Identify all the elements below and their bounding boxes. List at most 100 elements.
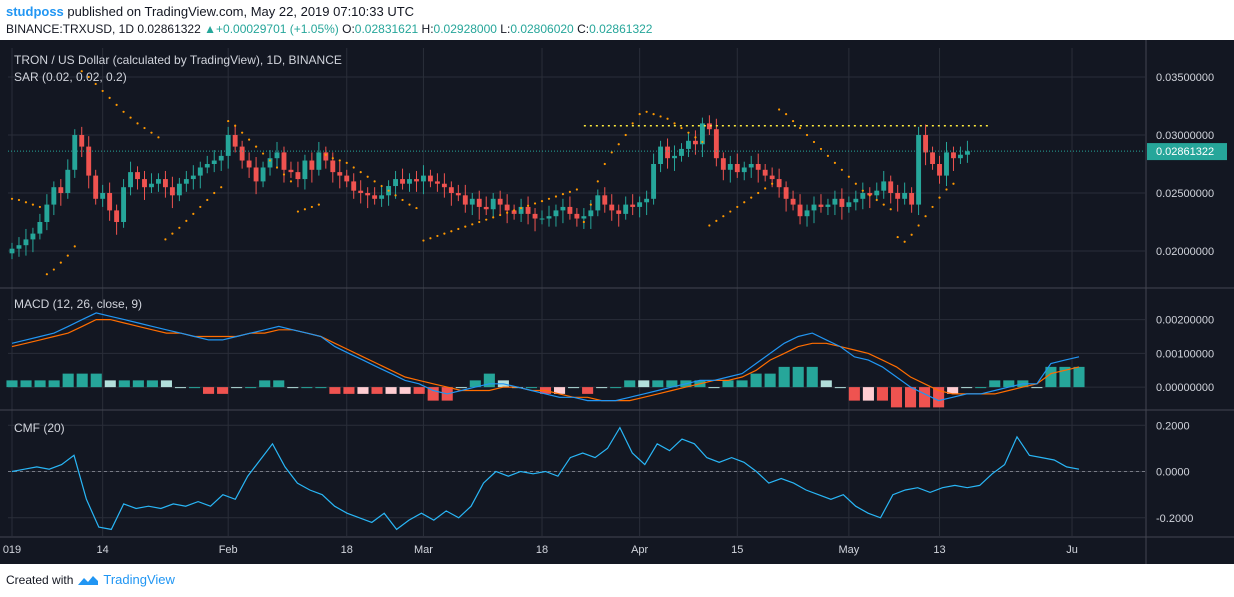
sar-dot-132: [931, 206, 933, 208]
sar-dot-77: [548, 198, 550, 200]
sar-dot-63: [450, 230, 452, 232]
sar-dot-61: [436, 235, 438, 237]
sar-dot-89: [632, 122, 634, 124]
footer: Created with TradingView: [6, 572, 175, 587]
candle-body-12: [93, 176, 98, 199]
candle-body-102: [721, 158, 726, 170]
candle-body-131: [923, 135, 928, 152]
candle-body-75: [533, 214, 538, 219]
macd-hist-bar-14: [203, 387, 214, 394]
sar-dot-80: [569, 191, 571, 193]
candle-body-40: [289, 170, 294, 172]
sar-dot-55: [394, 194, 396, 196]
sar-dot-81: [576, 188, 578, 190]
candle-body-77: [547, 216, 552, 218]
macd-hist-bar-19: [273, 380, 284, 387]
candle-body-111: [784, 187, 789, 199]
candle-body-61: [435, 181, 440, 183]
sar-dot-111: [785, 113, 787, 115]
time-axis-label-8: May: [838, 544, 859, 556]
sar-dot-23: [171, 233, 173, 235]
candle-body-27: [198, 167, 203, 175]
macd-title: MACD (12, 26, close, 9): [14, 297, 142, 311]
candle-body-5: [44, 205, 49, 222]
sar-dot-49: [353, 166, 355, 168]
candle-body-132: [930, 152, 935, 164]
candle-body-113: [798, 205, 803, 217]
macd-hist-bar-8: [119, 380, 130, 387]
candle-body-110: [777, 179, 782, 187]
candle-body-76: [540, 219, 545, 220]
candle-body-129: [909, 193, 914, 205]
sar-dot-65: [464, 226, 466, 228]
sar-dot-25: [185, 220, 187, 222]
candle-body-137: [965, 151, 970, 154]
sar-dot-18: [136, 122, 138, 124]
candle-body-87: [616, 210, 621, 213]
candle-body-42: [302, 161, 307, 180]
sar-dot-62: [443, 233, 445, 235]
candle-body-114: [805, 210, 810, 216]
sar-dot-110: [778, 108, 780, 110]
sar-dot-21: [157, 136, 159, 138]
candle-body-3: [30, 234, 35, 240]
candle-body-106: [749, 164, 754, 167]
candle-body-117: [826, 205, 831, 207]
cmf-axis-label-0: -0.2000: [1156, 513, 1193, 525]
macd-hist-bar-29: [414, 387, 425, 394]
sar-dot-95: [673, 122, 675, 124]
sar-dot-59: [422, 239, 424, 241]
macd-axis-label-2: 0.00200000: [1156, 315, 1214, 327]
macd-hist-bar-1: [20, 380, 31, 387]
candle-body-115: [812, 205, 817, 211]
candle-body-2: [24, 239, 29, 245]
macd-hist-bar-23: [329, 387, 340, 394]
sar-dot-19: [143, 127, 145, 129]
price-axis-label-2: 0.03000000: [1156, 130, 1214, 142]
sar-dot-124: [876, 199, 878, 201]
macd-hist-bar-69: [975, 387, 986, 388]
time-axis-label-6: Apr: [631, 544, 648, 556]
macd-hist-bar-15: [217, 387, 228, 394]
sar-dot-79: [562, 193, 564, 195]
candle-body-23: [170, 187, 175, 195]
sar-dot-47: [339, 159, 341, 161]
candle-body-16: [121, 187, 126, 222]
candle-body-93: [658, 147, 663, 164]
candle-body-22: [163, 179, 168, 187]
macd-hist-bar-53: [751, 374, 762, 388]
created-with-label: Created with: [6, 573, 73, 587]
candle-body-13: [100, 193, 105, 199]
sar-dot-113: [799, 127, 801, 129]
sar-dot-131: [924, 215, 926, 217]
candle-body-29: [212, 161, 217, 164]
macd-hist-bar-28: [400, 387, 411, 394]
candle-body-97: [686, 141, 691, 149]
sar-dot-83: [590, 204, 592, 206]
sar-dot-26: [192, 213, 194, 215]
sar-dot-127: [897, 236, 899, 238]
macd-hist-bar-13: [189, 387, 200, 388]
sar-dot-76: [541, 200, 543, 202]
macd-hist-bar-3: [49, 380, 60, 387]
sar-dot-105: [743, 201, 745, 203]
macd-hist-bar-20: [287, 387, 298, 388]
sar-dot-112: [792, 120, 794, 122]
candle-body-124: [874, 191, 879, 196]
macd-hist-bar-61: [863, 387, 874, 401]
time-axis-label-9: 13: [933, 544, 945, 556]
candle-body-69: [491, 199, 496, 209]
macd-hist-bar-44: [624, 380, 635, 387]
sar-dot-70: [499, 214, 501, 216]
sar-dot-92: [652, 113, 654, 115]
sar-dot-64: [457, 228, 459, 230]
candle-body-105: [742, 167, 747, 172]
sar-dot-41: [297, 210, 299, 212]
macd-hist-bar-40: [568, 387, 579, 388]
candle-body-135: [951, 152, 956, 158]
tradingview-brand-link[interactable]: TradingView: [103, 572, 175, 587]
sar-dot-13: [102, 90, 104, 92]
candle-body-55: [393, 179, 398, 186]
macd-axis-label-0: 0.00000000: [1156, 382, 1214, 394]
